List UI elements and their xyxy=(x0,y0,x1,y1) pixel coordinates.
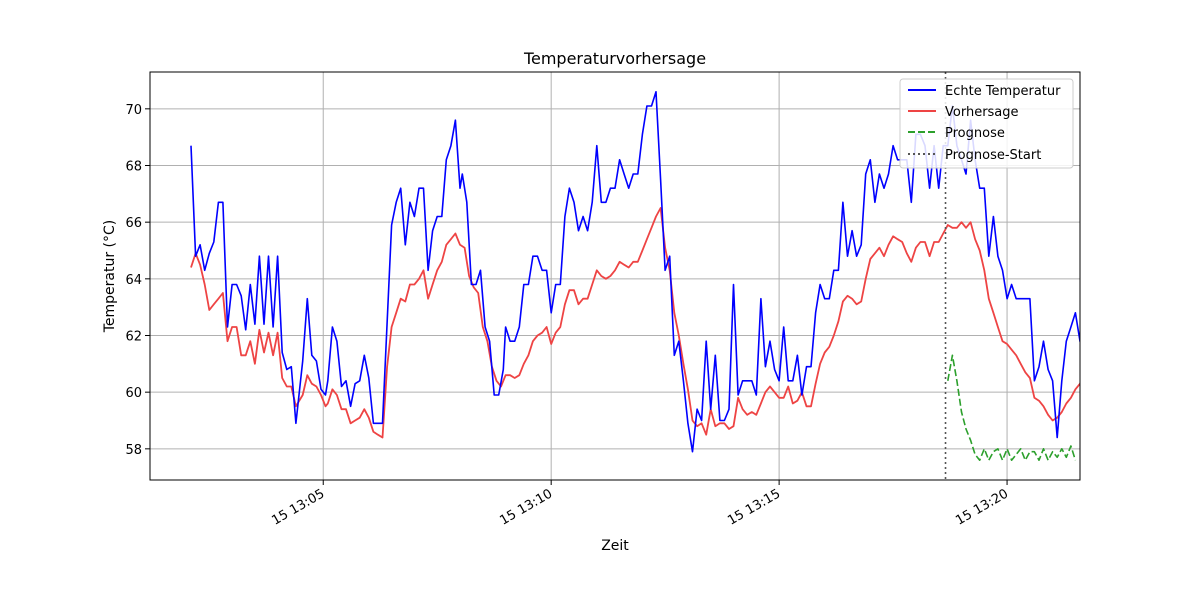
y-tick-label: 64 xyxy=(125,273,142,288)
x-axis-label: Zeit xyxy=(601,538,629,554)
y-tick-label: 60 xyxy=(125,386,142,401)
y-tick-label: 62 xyxy=(125,330,142,345)
legend-box xyxy=(899,78,1074,169)
y-axis: 58 60 62 64 66 68 70 xyxy=(125,103,150,458)
legend-label-prognose-start: Prognose-Start xyxy=(945,148,1041,163)
y-axis-label: Temperatur (°C) xyxy=(102,220,118,334)
series-line-vorhersage xyxy=(190,207,1080,439)
y-tick-label: 66 xyxy=(125,216,142,231)
y-tick-label: 68 xyxy=(125,160,142,175)
chart-title: Temperaturvorhersage xyxy=(523,49,706,68)
plot-frame xyxy=(149,71,1081,481)
y-tick-label: 70 xyxy=(125,103,142,118)
y-tick-label: 58 xyxy=(125,443,142,458)
legend-label-vorhersage: Vorhersage xyxy=(945,105,1019,120)
legend: Echte Temperatur Vorhersage Prognose Pro… xyxy=(899,78,1074,169)
legend-label-prognose: Prognose xyxy=(945,126,1005,141)
legend-label-echte-temperatur: Echte Temperatur xyxy=(945,84,1061,99)
series-line-prognose xyxy=(947,354,1077,461)
